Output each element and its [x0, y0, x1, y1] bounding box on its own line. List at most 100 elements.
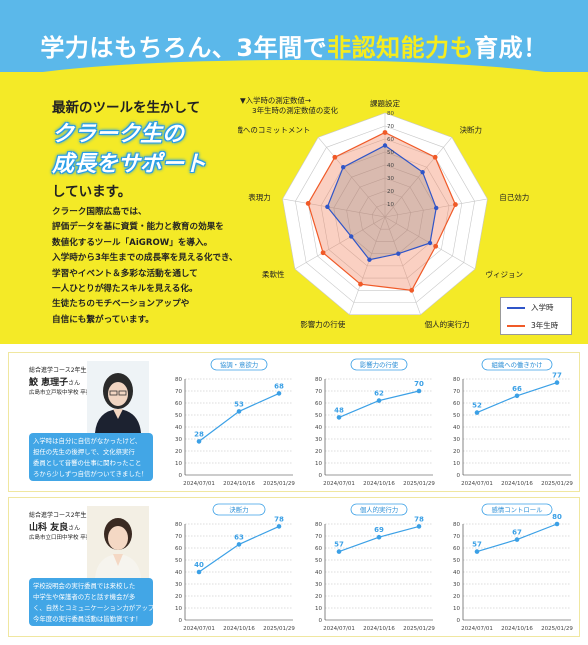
- radar-axis-label: 決断力: [460, 125, 483, 135]
- radar-note-line1: ▼入学時の測定数値→: [240, 96, 312, 105]
- line-chart-point: [376, 534, 382, 540]
- line-chart-title: 決断力: [229, 505, 248, 514]
- radar-point-entry: [396, 251, 401, 256]
- header-title-highlight: 非認知能力も: [327, 34, 475, 62]
- line-chart-x-tick: 2024/10/16: [223, 626, 255, 632]
- line-chart-x-tick: 2025/01/29: [263, 481, 295, 487]
- line-chart-point: [554, 521, 560, 527]
- line-chart-y-tick: 40: [315, 425, 322, 431]
- header-curve: [0, 60, 588, 72]
- radar-grid-ring: [371, 203, 399, 230]
- student-course: 総合進学コース2年生: [29, 512, 87, 519]
- intro-body: クラーク国際広島では、 評価データを基に資質・能力と教育の効果を 数値化するツー…: [52, 205, 287, 328]
- line-chart-x-tick: 2025/01/29: [403, 481, 435, 487]
- radar-note: ▼入学時の測定数値→ 3年生時の測定数値の変化: [240, 96, 338, 116]
- line-chart-title: 協調・意欲力: [220, 360, 258, 369]
- line-chart-title: 個人的実行力: [360, 505, 398, 514]
- intro-body-line: 学習やイベント＆多彩な活動を通して: [52, 268, 198, 279]
- radar-point-grade3: [320, 250, 326, 256]
- line-chart-y-tick: 70: [175, 389, 182, 395]
- radar-axis-label: 個人的実行力: [425, 319, 470, 329]
- line-chart-point: [376, 398, 382, 403]
- radar-legend: 入学時 3年生時: [500, 297, 572, 335]
- student-card-1: 総合進学コース2年生 鮫 恵理子さん 広島市立戸坂中学校 卒業 入学時は自分に自…: [8, 352, 580, 492]
- intro-body-line: クラーク国際広島では、: [52, 207, 147, 217]
- line-chart-value-label: 63: [234, 533, 244, 541]
- student-name: 山科 友良さん: [29, 520, 80, 533]
- radar-point-grade3: [453, 202, 458, 207]
- radar-grid-ring: [282, 112, 488, 316]
- comment-line: く、自然とコミュニケーション力がアップ！: [33, 604, 161, 612]
- line-chart-value-label: 78: [274, 515, 284, 523]
- line-chart-y-tick: 80: [315, 522, 322, 528]
- line-chart-point: [336, 415, 342, 420]
- line-chart-y-tick: 60: [315, 401, 322, 407]
- line-chart-point: [276, 391, 282, 396]
- line-chart-value-label: 28: [194, 430, 204, 438]
- radar-point-entry: [367, 257, 372, 262]
- intro-line1: 最新のツールを生かして: [52, 100, 201, 116]
- line-chart-title-pill: [481, 358, 553, 371]
- line-chart-y-tick: 80: [315, 377, 322, 383]
- line-chart-value-label: 67: [512, 529, 522, 537]
- intro-body-line: 生徒たちのモチベーションアップや: [52, 299, 190, 310]
- radar-tick-label: 50: [387, 150, 394, 156]
- radar-point-grade3: [382, 130, 388, 135]
- intro-body-line: 自信にも繋がっています。: [52, 314, 154, 325]
- radar-spoke: [282, 198, 386, 218]
- line-chart-point: [474, 549, 480, 554]
- radar-axis-label: ヴィジョン: [485, 269, 523, 279]
- line-chart-x-tick: 2024/07/01: [323, 626, 355, 632]
- line-chart-point: [236, 542, 242, 547]
- line-chart: 0 10 20 30 40 50 60 70 80 2024/07/01 2024/10/16 202…: [175, 358, 295, 487]
- line-chart-x-tick: 2024/07/01: [461, 626, 493, 632]
- line-chart-y-tick: 10: [453, 461, 460, 467]
- radar-axis-label: 自己効力: [499, 192, 529, 202]
- radar-point-grade3: [358, 281, 363, 287]
- legend-label: 入学時: [531, 303, 554, 312]
- student-comment: 学校説明会の実行委員では来校した 中学生や保護者の方と話す機会が多 く、自然とコ…: [29, 578, 161, 626]
- line-chart-x-tick: 2024/07/01: [183, 481, 215, 487]
- line-chart-value-label: 53: [234, 400, 244, 408]
- comment-line: 委員として音響の仕事に関わったこと: [33, 459, 142, 467]
- legend-swatch-grade3: [507, 325, 525, 327]
- radar-grid-ring: [346, 177, 424, 254]
- radar-point-entry: [420, 169, 425, 175]
- line-chart: 0 10 20 30 40 50 60 70 80 2024/07/01 2024/10/16 202…: [175, 503, 295, 632]
- intro-line4: しています。: [52, 184, 132, 200]
- line-chart-y-tick: 40: [453, 570, 460, 576]
- radar-axis-label: 表現力: [248, 192, 271, 202]
- line-chart-title-pill: [210, 358, 268, 371]
- line-chart-point: [514, 537, 520, 542]
- line-chart-point: [196, 439, 202, 444]
- line-chart: 0 10 20 30 40 50 60 70 80 2024/07/01 2024/10/16 202…: [315, 503, 435, 632]
- radar-point-entry: [434, 205, 439, 211]
- line-chart-value-label: 57: [334, 541, 344, 549]
- line-chart-y-tick: 20: [175, 449, 182, 455]
- radar-series-grade3: [307, 131, 457, 291]
- intro-headline-a: クラーク生の: [52, 122, 185, 147]
- radar-grid-ring: [333, 164, 437, 267]
- line-chart-y-tick: 30: [453, 582, 460, 588]
- comment-line: 入学時は自分に自信がなかったけど、: [33, 437, 142, 445]
- line-chart-y-tick: 10: [315, 606, 322, 612]
- line-chart-y-tick: 10: [175, 461, 182, 467]
- radar-axis-label: 課題設定: [370, 98, 400, 108]
- line-chart-point: [514, 393, 520, 399]
- radar-spoke: [317, 137, 386, 218]
- line-chart-x-tick: 2024/10/16: [223, 481, 255, 487]
- line-chart-y-tick: 70: [315, 389, 322, 395]
- header-title-part2: 育成！: [474, 34, 548, 62]
- line-chart-value-label: 62: [374, 390, 384, 398]
- header-banner: 学力はもちろん、3年間で非認知能力も育成！: [0, 0, 588, 72]
- intro-headline-b: 成長をサポート: [52, 152, 207, 177]
- radar-tick-label: 80: [387, 111, 394, 117]
- line-chart-y-tick: 0: [179, 618, 183, 624]
- line-chart-value-label: 40: [194, 561, 204, 569]
- line-chart: 0 10 20 30 40 50 60 70 80 2024/07/01 2024/10/16 202…: [453, 358, 573, 487]
- radar-grid-ring: [320, 151, 450, 279]
- line-chart-value-label: 78: [414, 515, 424, 523]
- line-chart: 0 10 20 30 40 50 60 70 80 2024/07/01 2024/10/16 202…: [315, 358, 435, 487]
- intro-body-line: 数値化するツール「AiGROW」を導入。: [52, 237, 213, 248]
- line-chart-y-tick: 30: [175, 437, 182, 443]
